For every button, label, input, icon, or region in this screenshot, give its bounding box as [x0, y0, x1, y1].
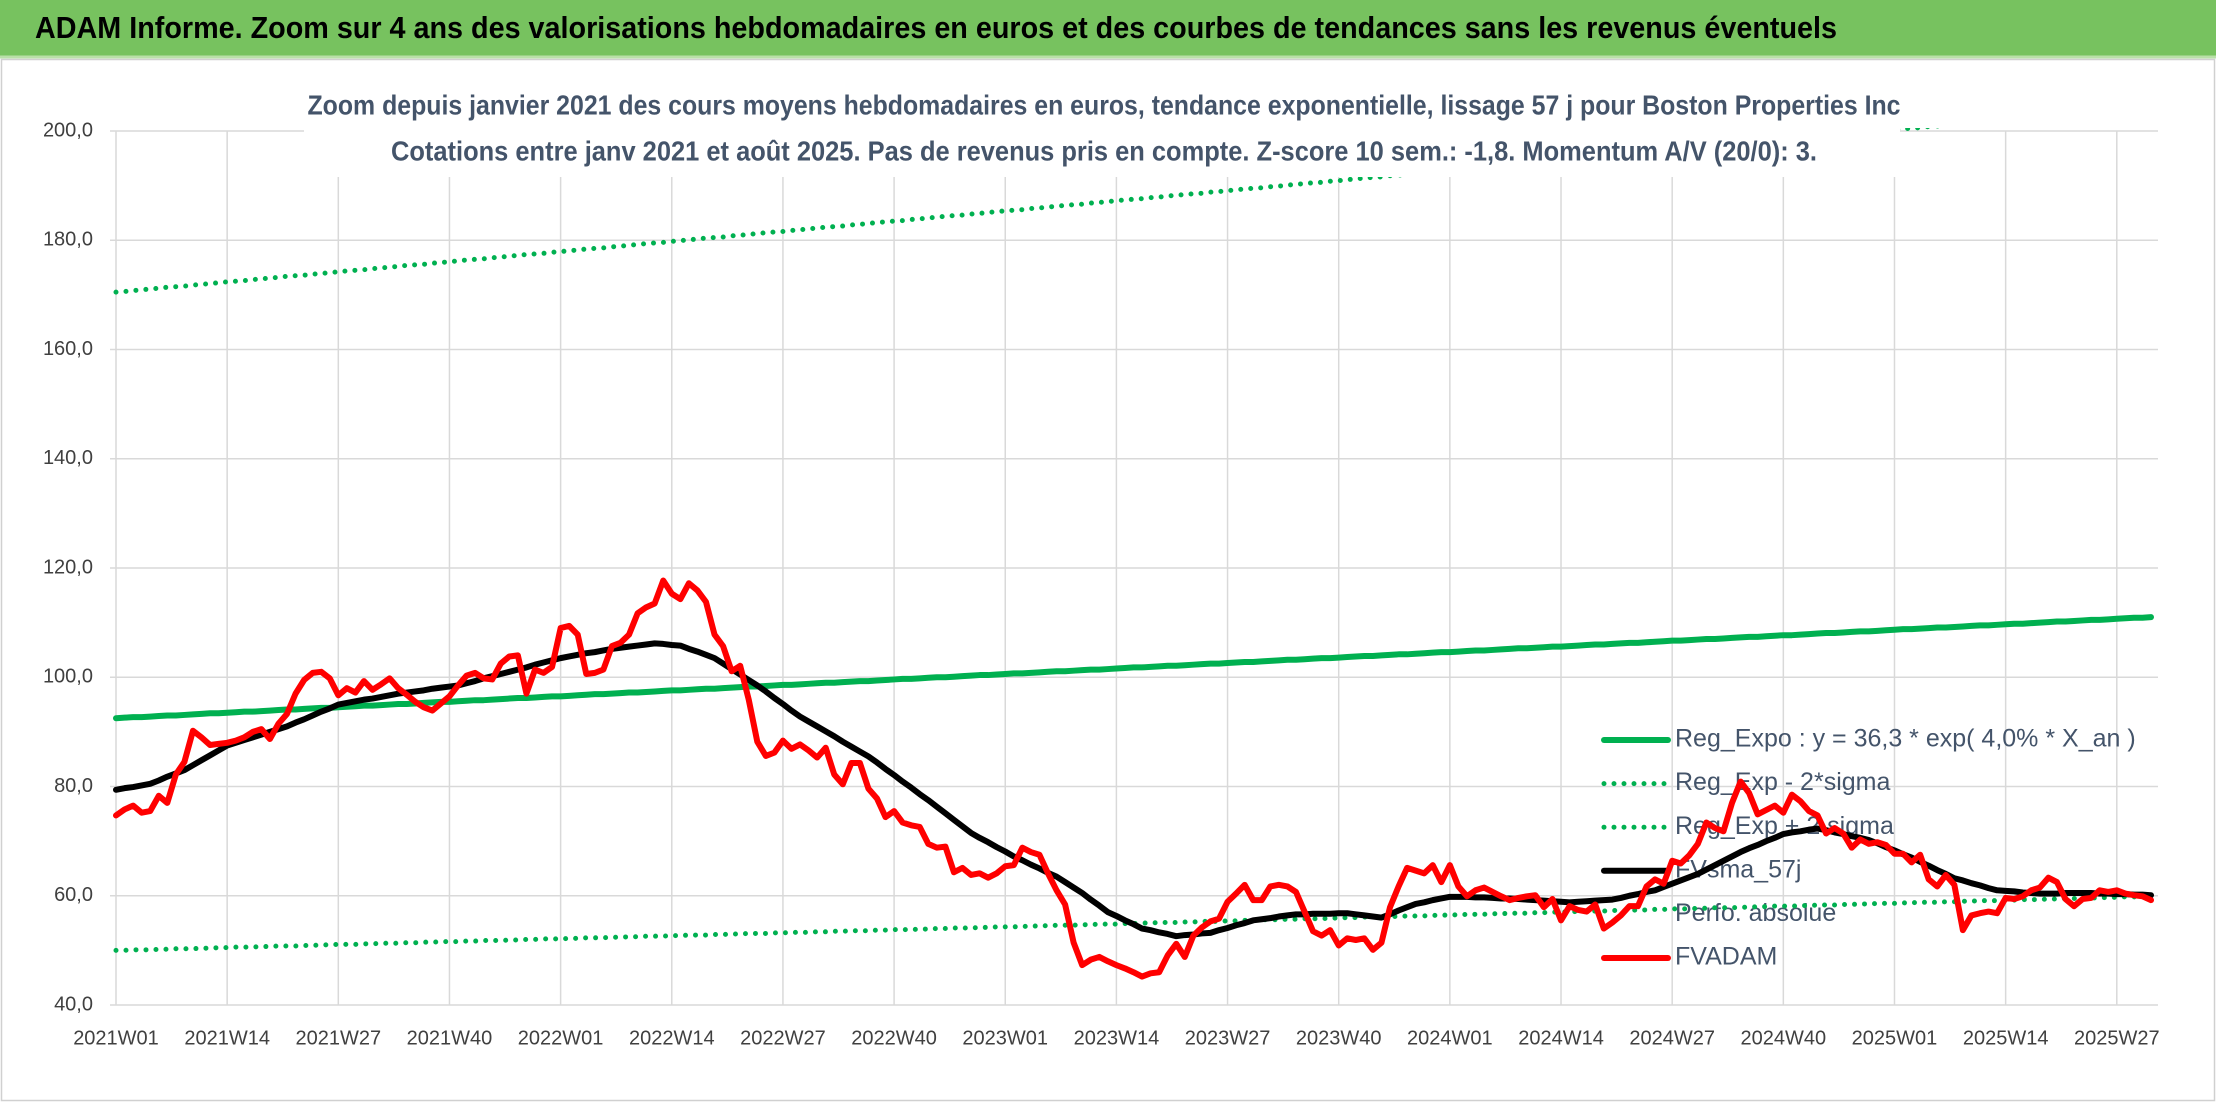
legend: Reg_Expo : y = 36,3 * exp( 4,0% * X_an )…	[1601, 725, 2136, 971]
grid	[110, 130, 2158, 1006]
legend-label: Reg_Exp - 2*sigma	[1675, 768, 1890, 796]
title-box	[304, 85, 1900, 177]
axes: 40,0 60,0 80,0 100,0 120,0 140,0 160,0 180,0 200…	[43, 119, 2160, 1049]
y-tick-label: 160,0	[43, 338, 93, 360]
x-tick-label: 2023W27	[1185, 1027, 1271, 1049]
legend-label: FVADAM	[1675, 943, 1777, 971]
series-line	[113, 128, 1942, 295]
y-tick-label: 120,0	[43, 556, 93, 578]
x-tick-label: 2021W01	[73, 1027, 159, 1049]
chart-subtitle: Cotations entre janv 2021 et août 2025. …	[391, 135, 1817, 166]
chart-frame	[0, 58, 2216, 1102]
x-tick-label: 2023W40	[1296, 1027, 1382, 1049]
legend-label: Perfo. absolue	[1675, 899, 1836, 927]
y-tick-label: 80,0	[54, 775, 93, 797]
x-tick-label: 2024W01	[1407, 1027, 1493, 1049]
x-tick-label: 2025W14	[1963, 1027, 2049, 1049]
x-tick-label: 2025W27	[2074, 1027, 2160, 1049]
header-band	[0, 0, 2216, 57]
legend-label: Reg_Expo : y = 36,3 * exp( 4,0% * X_an )	[1675, 725, 2136, 753]
x-tick-label: 2023W14	[1074, 1027, 1160, 1049]
x-tick-label: 2021W40	[407, 1027, 493, 1049]
x-tick-label: 2024W40	[1741, 1027, 1827, 1049]
y-tick-label: 100,0	[43, 666, 93, 688]
plot-area	[113, 128, 2154, 980]
x-tick-label: 2022W27	[740, 1027, 826, 1049]
x-tick-label: 2024W27	[1629, 1027, 1715, 1049]
x-tick-label: 2022W40	[851, 1027, 937, 1049]
x-tick-label: 2024W14	[1518, 1027, 1604, 1049]
series-line	[113, 577, 2154, 980]
x-tick-label: 2022W14	[629, 1027, 715, 1049]
y-tick-label: 40,0	[54, 993, 93, 1015]
x-tick-label: 2023W01	[962, 1027, 1048, 1049]
y-tick-label: 180,0	[43, 229, 93, 251]
legend-label: FVsma_57j	[1675, 855, 1801, 883]
y-tick-label: 140,0	[43, 447, 93, 469]
y-tick-label: 60,0	[54, 884, 93, 906]
chart-title: Zoom depuis janvier 2021 des cours moyen…	[308, 89, 1901, 120]
x-tick-label: 2022W01	[518, 1027, 604, 1049]
x-tick-label: 2021W14	[184, 1027, 270, 1049]
y-tick-label: 200,0	[43, 119, 93, 141]
x-tick-label: 2025W01	[1852, 1027, 1938, 1049]
x-tick-label: 2021W27	[295, 1027, 381, 1049]
series-line	[113, 614, 2154, 722]
page-title: ADAM Informe. Zoom sur 4 ans des valoris…	[35, 10, 1837, 45]
